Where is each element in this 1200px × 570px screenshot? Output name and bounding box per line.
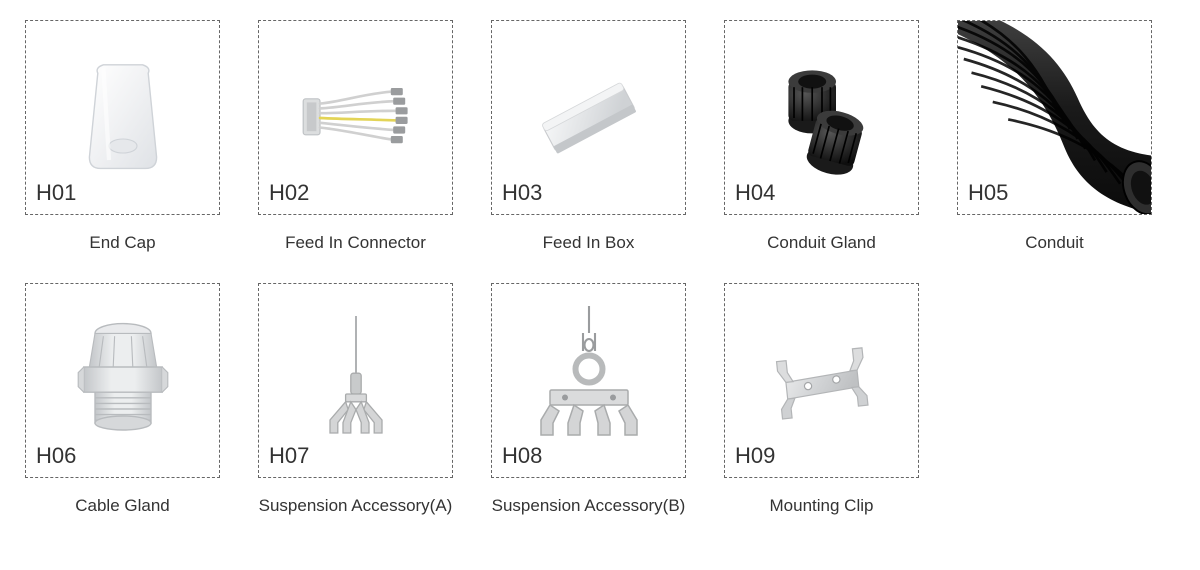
product-grid: H01 End Cap H02 Feed In Connector H03 Feed …	[25, 20, 1175, 516]
product-label: Suspension Accessory(A)	[259, 496, 453, 516]
product-item: H06 Cable Gland	[25, 283, 220, 516]
product-label: Conduit Gland	[767, 233, 876, 253]
product-code: H08	[502, 443, 542, 469]
product-label: End Cap	[89, 233, 155, 253]
product-label: Mounting Clip	[770, 496, 874, 516]
product-item: H09 Mounting Clip	[724, 283, 919, 516]
product-code: H06	[36, 443, 76, 469]
product-item: H04 Conduit Gland	[724, 20, 919, 253]
product-card[interactable]: H09	[724, 283, 919, 478]
product-card[interactable]: H08	[491, 283, 686, 478]
product-item: H01 End Cap	[25, 20, 220, 253]
product-code: H03	[502, 180, 542, 206]
product-code: H05	[968, 180, 1008, 206]
product-item: H05 Conduit	[957, 20, 1152, 253]
product-label: Feed In Connector	[285, 233, 426, 253]
product-label: Suspension Accessory(B)	[492, 496, 686, 516]
product-item: H03 Feed In Box	[491, 20, 686, 253]
product-code: H01	[36, 180, 76, 206]
product-card[interactable]: H02	[258, 20, 453, 215]
product-code: H02	[269, 180, 309, 206]
product-card[interactable]: H03	[491, 20, 686, 215]
product-code: H04	[735, 180, 775, 206]
product-label: Feed In Box	[543, 233, 635, 253]
product-item: H02 Feed In Connector	[258, 20, 453, 253]
product-label: Conduit	[1025, 233, 1084, 253]
product-card[interactable]: H01	[25, 20, 220, 215]
product-label: Cable Gland	[75, 496, 170, 516]
product-card[interactable]: H06	[25, 283, 220, 478]
product-card[interactable]: H04	[724, 20, 919, 215]
product-card[interactable]: H07	[258, 283, 453, 478]
product-code: H09	[735, 443, 775, 469]
product-item: H07 Suspension Accessory(A)	[258, 283, 453, 516]
product-code: H07	[269, 443, 309, 469]
product-item: H08 Suspension Accessory(B)	[491, 283, 686, 516]
product-card[interactable]: H05	[957, 20, 1152, 215]
